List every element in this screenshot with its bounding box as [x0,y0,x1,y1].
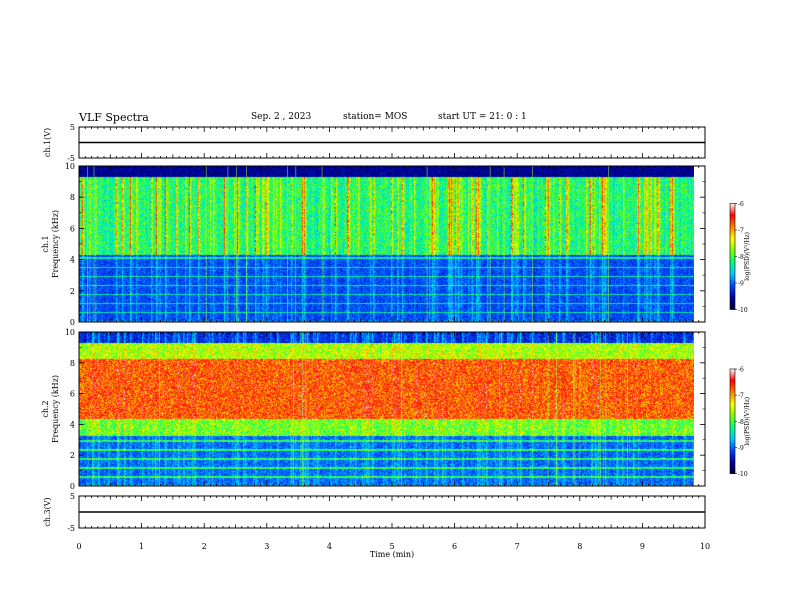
panel-ch3-waveform: 5 -5 ch.3(V) [43,492,706,533]
colorbar [729,368,736,474]
y-axis-label: ch.1 [41,235,50,252]
colorbar-tick-label: -7 [738,227,744,234]
y-tick-label: 10 [65,162,75,171]
y-tick-label: 2 [70,451,75,460]
y-axis-label: Frequency (kHz) [51,375,60,443]
start-time-label: start UT = 21: 0 : 1 [438,112,527,122]
colorbar-tick-label: -10 [738,307,748,314]
spectrogram-image [79,332,694,486]
y-tick-label: -5 [67,154,75,163]
panel-ch1-spectrogram: -6 -7 -8 -9 -10 log(PSD)(V²/Hz) 0 2 4 6 8 10 ch.1 Fre… [41,162,751,327]
x-tick-label: 8 [577,542,582,551]
colorbar-tick-label: -10 [738,471,748,478]
x-tick-label: 2 [202,542,207,551]
station-label: station= MOS [343,112,408,122]
panel-ch2-spectrogram: -6 -7 -8 -9 -10 log(PSD)(V²/Hz) 0 2 4 6 8 10 ch.2 Fre… [41,328,751,491]
y-tick-label: 2 [70,287,75,296]
x-tick-label: 3 [264,542,269,551]
spectrogram-image [79,166,694,322]
y-tick-label: 4 [70,420,75,429]
y-axis-label: ch.3(V) [43,497,52,526]
date-label: Sep. 2 , 2023 [251,112,312,122]
x-tick-label: 10 [700,542,710,551]
y-axis-label: ch.2 [41,400,50,417]
colorbar-label: log(PSD)(V²/Hz) [744,397,751,446]
x-tick-label: 1 [139,542,144,551]
time-axis: 0 1 2 3 4 5 6 7 8 9 10 Time (min) [76,542,710,559]
colorbar-tick-label: -7 [738,393,744,400]
y-tick-label: 0 [70,482,75,491]
y-tick-label: 4 [70,256,75,265]
y-tick-label: 6 [70,224,75,233]
x-tick-label: 0 [76,542,81,551]
y-tick-label: -5 [67,524,75,533]
y-axis-label: Frequency (kHz) [51,210,60,278]
colorbar-tick-label: -9 [738,281,744,288]
x-tick-label: 4 [327,542,332,551]
chart-title: VLF Spectra [79,111,149,124]
colorbar [729,203,736,310]
colorbar-tick-label: -6 [738,366,744,373]
x-tick-label: 5 [389,542,394,551]
colorbar-tick-label: -6 [738,201,744,208]
y-tick-label: 6 [70,390,75,399]
y-tick-label: 5 [70,123,75,132]
x-tick-label: 9 [640,542,645,551]
colorbar-tick-label: -8 [738,419,744,426]
y-tick-label: 8 [70,193,75,202]
panel-ch1-waveform: 5 -5 ch.1(V) [43,123,706,163]
colorbar-tick-label: -9 [738,445,744,452]
x-axis-label: Time (min) [370,550,414,559]
panels-layer: 5 -5 ch.1(V) -6 -7 -8 -9 -10 log(PSD)(V²/Hz) 0 2 4 6… [41,123,751,533]
x-tick-label: 6 [452,542,457,551]
colorbar-tick-label: -8 [738,254,744,261]
y-tick-label: 0 [70,318,75,327]
y-tick-label: 5 [70,492,75,501]
x-tick-label: 7 [515,542,520,551]
y-axis-label: ch.1(V) [43,128,52,157]
colorbar-label: log(PSD)(V²/Hz) [744,232,751,281]
y-tick-label: 8 [70,359,75,368]
y-tick-label: 10 [65,328,75,337]
